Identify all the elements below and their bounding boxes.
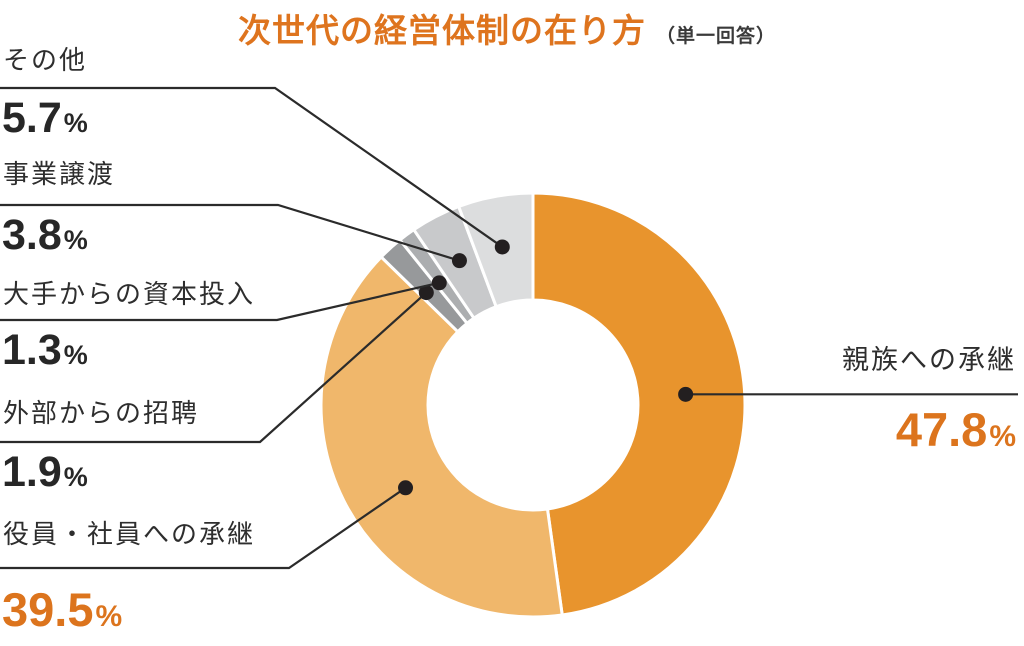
- value-business-transfer-percent-sign: %: [63, 225, 88, 255]
- value-external-recruitment: 1.9%: [2, 451, 88, 494]
- slice-family-succession: [531, 191, 747, 617]
- slice-employee-succession: [319, 255, 564, 619]
- value-family-succession-number: 47.8: [895, 403, 988, 456]
- value-others: 5.7%: [2, 97, 88, 140]
- chart-title: 次世代の経営体制の在り方: [238, 12, 646, 49]
- value-family-succession-percent-sign: %: [989, 420, 1016, 453]
- label-external-recruitment: 外部からの招聘: [3, 398, 200, 428]
- label-business-transfer: 事業譲渡: [3, 159, 116, 189]
- anchor-dot-external-recruitment: [418, 285, 434, 301]
- value-employee-succession-number: 39.5: [2, 583, 94, 636]
- anchor-dot-capital-injection-major: [431, 275, 447, 291]
- value-capital-injection-major: 1.3%: [2, 329, 88, 372]
- value-business-transfer: 3.8%: [2, 214, 88, 257]
- value-employee-succession-percent-sign: %: [95, 600, 123, 633]
- leader-line-employee-succession: [0, 486, 407, 570]
- leader-line-external-recruitment: [0, 291, 428, 444]
- value-external-recruitment-percent-sign: %: [63, 462, 88, 492]
- anchor-dot-others: [494, 239, 510, 255]
- value-employee-succession: 39.5%: [2, 586, 122, 633]
- value-business-transfer-number: 3.8: [2, 211, 62, 259]
- label-others: その他: [3, 45, 88, 75]
- leader-line-capital-injection-major: [0, 281, 440, 322]
- value-external-recruitment-number: 1.9: [2, 448, 62, 496]
- chart-header: 次世代の経営体制の在り方 （単一回答）: [238, 4, 776, 52]
- leader-line-business-transfer: [0, 203, 460, 262]
- anchor-dot-family-succession: [678, 386, 694, 402]
- value-capital-injection-major-percent-sign: %: [63, 340, 88, 370]
- value-capital-injection-major-number: 1.3: [2, 326, 62, 374]
- label-capital-injection-major: 大手からの資本投入: [3, 279, 256, 309]
- label-family-succession: 親族への承継: [842, 345, 1016, 375]
- chart-subtitle: （単一回答）: [656, 26, 777, 47]
- value-others-percent-sign: %: [63, 108, 88, 138]
- anchor-dot-employee-succession: [398, 480, 414, 496]
- leader-line-others: [0, 86, 503, 248]
- anchor-dot-business-transfer: [451, 253, 467, 269]
- label-employee-succession: 役員・社員への承継: [3, 519, 256, 549]
- value-family-succession: 47.8%: [896, 406, 1016, 453]
- value-others-number: 5.7: [2, 94, 62, 142]
